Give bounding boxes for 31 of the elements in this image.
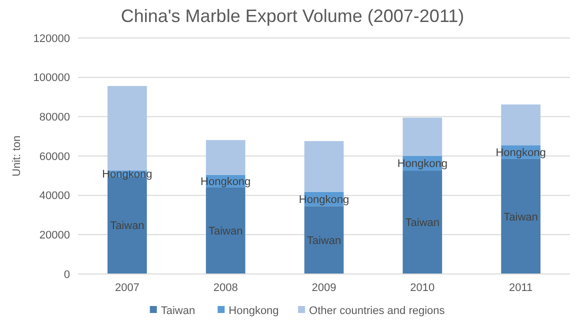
y-tick-label: 40000	[39, 190, 70, 202]
y-tick-label: 0	[64, 268, 70, 281]
y-tick-label: 60000	[39, 150, 70, 163]
data-label: Taiwan	[504, 211, 538, 224]
x-tick-label: 2008	[213, 282, 238, 294]
data-label: Taiwan	[306, 234, 342, 247]
bar	[402, 170, 442, 274]
data-label: Taiwan	[405, 217, 440, 230]
chart-title: China's Marble Export Volume (2007-2011)	[120, 6, 464, 26]
data-label: Taiwan	[110, 220, 144, 232]
y-tick-label: 120000	[33, 32, 70, 45]
bar	[108, 86, 147, 171]
y-tick-label: 20000	[39, 230, 70, 242]
legend-label: Taiwan	[160, 305, 196, 317]
legend-label: Other countries and regions	[309, 305, 446, 317]
bar	[206, 187, 246, 274]
data-label: Taiwan	[208, 226, 243, 238]
bar	[206, 140, 246, 175]
x-tick-label: 2007	[114, 282, 140, 294]
bar	[501, 158, 540, 274]
x-tick-label: 2009	[312, 282, 336, 294]
bar	[501, 104, 540, 146]
bar	[402, 118, 442, 156]
y-tick-label: 100000	[33, 72, 70, 84]
y-axis-title: Unit: ton	[11, 136, 23, 176]
legend-label: Hongkong	[228, 305, 279, 317]
x-tick-label: 2011	[508, 282, 533, 294]
bar	[304, 206, 344, 274]
x-tick-label: 2010	[410, 282, 435, 294]
bar	[304, 141, 344, 192]
y-tick-label: 80000	[39, 112, 70, 124]
